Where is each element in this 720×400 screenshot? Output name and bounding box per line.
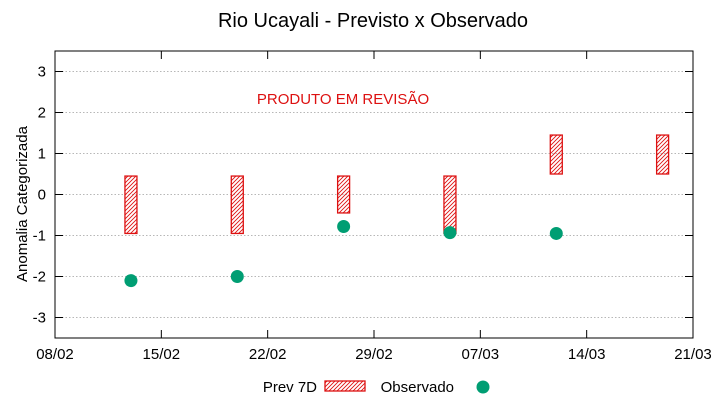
forecast-bar [655,134,670,175]
y-tick-label: -1 [33,228,46,245]
legend-swatch-prev [324,380,366,392]
y-axis-label: Anomalia Categorizada [14,125,31,282]
x-tick-label: 29/02 [355,346,393,363]
forecast-bar [124,175,138,235]
chart-annotation: PRODUTO EM REVISÃO [257,91,429,108]
x-tick-label: 08/02 [36,346,74,363]
forecast-bar [230,175,244,235]
grid-layer [55,71,693,318]
observado-series [124,219,563,288]
y-tick-label: -3 [33,310,46,327]
observed-point [337,219,351,233]
chart-title: Rio Ucayali - Previsto x Observado [218,10,528,32]
legend-swatch-observado [476,380,490,394]
x-tick-label: 15/02 [143,346,181,363]
x-tick-label: 14/03 [568,346,606,363]
y-tick-label: 0 [38,187,46,204]
legend: Prev 7D Observado [263,379,490,396]
tick-layer: 3 2 1 0 -1 -2 -3 08/02 15/02 22/02 29/02 07/03 14/03… [33,51,712,363]
y-tick-label: 2 [38,105,46,122]
observed-point [549,226,563,240]
x-tick-label: 07/03 [462,346,500,363]
observed-point [230,270,244,283]
legend-label-observado: Observado [381,379,454,396]
observed-point [124,274,138,288]
x-tick-label: 22/02 [249,346,287,363]
y-tick-label: 1 [38,146,46,163]
prev-7d-series [124,134,670,235]
forecast-bar [549,134,563,175]
legend-label-prev: Prev 7D [263,379,317,396]
forecast-bar [443,175,457,235]
y-tick-label: 3 [38,64,46,81]
forecast-bar [336,175,351,214]
y-tick-label: -2 [33,269,46,286]
observed-point [443,226,457,240]
x-tick-label: 21/03 [674,346,712,363]
